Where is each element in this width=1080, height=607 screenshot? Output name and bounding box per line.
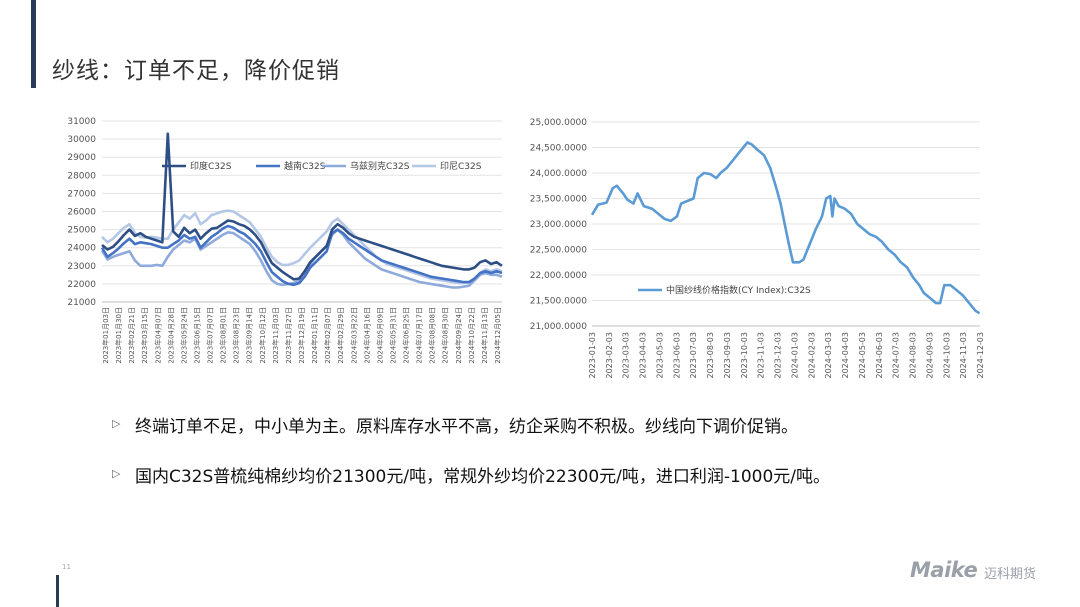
x-tick-label: 2023-07-03 <box>689 332 698 379</box>
x-tick-label: 2023年01月03日 <box>101 307 110 364</box>
x-tick-label: 2023-05-03 <box>655 332 664 379</box>
y-tick-label: 23,000.0000 <box>530 220 588 230</box>
x-tick-label: 2024-12-03 <box>976 332 985 379</box>
series-line <box>100 224 503 287</box>
legend-label: 中国纱线价格指数(CY Index):C32S <box>666 284 811 296</box>
x-tick-label: 2024年12月05日 <box>493 307 502 364</box>
y-tick-label: 23,500.0000 <box>530 195 588 205</box>
accent-bar-top <box>31 0 36 88</box>
x-tick-label: 2023年06月15日 <box>192 307 201 364</box>
y-tick-label: 28000 <box>67 171 96 181</box>
x-tick-label: 2024年02月29日 <box>336 307 345 364</box>
series-line <box>101 209 503 285</box>
x-tick-label: 2024年06月25日 <box>402 307 411 364</box>
slide-title: 纱线：订单不足，降价促销 <box>52 58 340 84</box>
accent-bar-bottom <box>56 575 59 607</box>
x-tick-label: 2024年08月08日 <box>428 307 437 364</box>
legend-label: 印尼C32S <box>440 160 482 172</box>
x-tick-label: 2023年04月07日 <box>153 307 162 364</box>
x-tick-label: 2023-11-03 <box>757 332 766 379</box>
x-tick-label: 2024年08月30日 <box>441 307 450 364</box>
x-tick-label: 2024-07-03 <box>892 332 901 379</box>
x-tick-label: 2023-06-03 <box>672 332 681 379</box>
x-tick-label: 2024年03月22日 <box>349 307 358 364</box>
y-tick-label: 24,000.0000 <box>530 169 588 179</box>
x-tick-label: 2023年02月21日 <box>127 307 136 364</box>
x-tick-label: 2023年05月24日 <box>179 307 188 364</box>
y-tick-label: 29000 <box>67 153 96 163</box>
x-tick-label: 2024年07月17日 <box>415 307 424 364</box>
y-tick-label: 24000 <box>67 244 96 254</box>
legend-label: 乌兹别克C32S <box>350 160 410 172</box>
x-tick-label: 2024-05-03 <box>858 332 867 379</box>
page-number: 11 <box>62 563 71 571</box>
x-tick-label: 2023年09月14日 <box>245 307 254 364</box>
x-tick-label: 2023年10月12日 <box>258 307 267 364</box>
x-tick-label: 2023年01月30日 <box>114 307 123 364</box>
x-tick-label: 2023-04-03 <box>639 332 648 379</box>
x-tick-label: 2024年05月09日 <box>375 307 384 364</box>
chart-cy-index: 25,000.0000 24,500.0000 24,000.0000 23,500.… <box>520 108 992 407</box>
x-tick-label: 2023年08月01日 <box>219 307 228 364</box>
x-tick-label: 2024-04-03 <box>841 332 850 379</box>
x-tick-label: 2024-03-03 <box>824 332 833 379</box>
legend-label: 越南C32S <box>284 160 326 172</box>
y-tick-label: 27000 <box>67 189 96 199</box>
y-tick-label: 22,500.0000 <box>530 246 588 256</box>
x-tick-label: 2024年10月22日 <box>467 307 476 364</box>
legend-label: 印度C32S <box>190 160 232 172</box>
chart-cotton-yarn-prices: 31000 30000 29000 28000 27000 26000 25000 24000… <box>62 108 512 407</box>
x-tick-label: 2023年11月27日 <box>284 307 293 364</box>
x-tick-label: 2024-01-03 <box>790 332 799 379</box>
y-tick-label: 25,000.0000 <box>530 118 588 128</box>
chart-cy-index-svg: 25,000.0000 24,500.0000 24,000.0000 23,500.… <box>530 118 985 379</box>
x-tick-label: 2023年11月03日 <box>271 307 280 364</box>
x-tick-label: 2024-11-03 <box>959 332 968 379</box>
x-tick-label: 2023年03月15日 <box>140 307 149 364</box>
x-tick-label: 2024年09月24日 <box>454 307 463 364</box>
y-tick-label: 23000 <box>67 262 96 272</box>
x-tick-label: 2023年04月28日 <box>166 307 175 364</box>
y-tick-label: 30000 <box>67 135 96 145</box>
x-tick-label: 2023-12-03 <box>774 332 783 379</box>
x-tick-label: 2023-08-03 <box>706 332 715 379</box>
y-tick-label: 21,500.0000 <box>530 297 588 307</box>
y-tick-label: 31000 <box>67 117 96 127</box>
x-tick-label: 2023-01-03 <box>588 332 597 379</box>
y-tick-label: 21000 <box>67 298 96 308</box>
x-tick-label: 2024-10-03 <box>942 332 951 379</box>
logo-brand: Maike <box>910 558 978 582</box>
bullet-text: 国内C32S普梳纯棉纱均价21300元/吨，常规外纱均价22300元/吨，进口利… <box>135 467 831 487</box>
x-tick-label: 2024年04月16日 <box>362 307 371 364</box>
x-tick-label: 2024年11月13日 <box>480 307 489 364</box>
x-tick-label: 2023-10-03 <box>740 332 749 379</box>
x-tick-label: 2023年12月19日 <box>297 307 306 364</box>
y-tick-label: 26000 <box>67 208 96 218</box>
x-tick-label: 2024-08-03 <box>909 332 918 379</box>
x-tick-label: 2024-09-03 <box>925 332 934 379</box>
series-line <box>101 132 503 281</box>
x-tick-label: 2024-02-03 <box>807 332 816 379</box>
y-tick-label: 22000 <box>67 280 96 290</box>
x-tick-label: 2024年02月07日 <box>323 307 332 364</box>
logo-cn: 迈科期货 <box>984 567 1037 582</box>
x-tick-label: 2023-03-03 <box>622 332 631 379</box>
y-tick-label: 25000 <box>67 226 96 236</box>
bullet-marker-icon: ▷ <box>112 467 121 480</box>
bullet-text: 终端订单不足，中小单为主。原料库存水平不高，纺企采购不积极。纱线向下调价促销。 <box>135 417 798 437</box>
x-tick-label: 2023-02-03 <box>605 332 614 379</box>
x-tick-label: 2023年08月23日 <box>232 307 241 364</box>
chart-cotton-yarn-prices-svg: 31000 30000 29000 28000 27000 26000 25000 24000… <box>67 117 503 364</box>
y-tick-label: 24,500.0000 <box>530 144 588 154</box>
x-tick-label: 2024年05月31日 <box>388 307 397 364</box>
y-tick-label: 22,000.0000 <box>530 271 588 281</box>
x-tick-label: 2024年01月11日 <box>310 307 319 364</box>
series-line <box>590 141 981 315</box>
x-tick-label: 2023年07月07日 <box>206 307 215 364</box>
x-tick-label: 2023-09-03 <box>723 332 732 379</box>
bullet-marker-icon: ▷ <box>112 417 121 430</box>
x-tick-label: 2024-06-03 <box>875 332 884 379</box>
y-tick-label: 21,000.0000 <box>530 322 588 332</box>
